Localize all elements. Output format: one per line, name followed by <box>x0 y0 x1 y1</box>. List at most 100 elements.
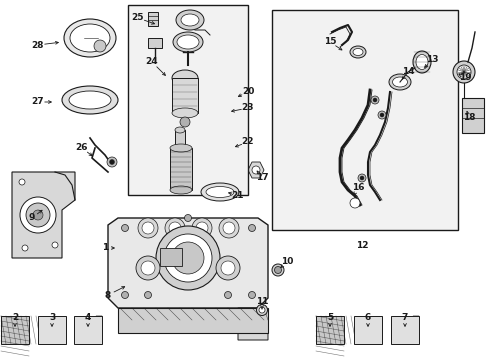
Circle shape <box>136 256 160 280</box>
Circle shape <box>359 176 363 180</box>
Circle shape <box>22 245 28 251</box>
Ellipse shape <box>181 14 199 26</box>
Text: 7: 7 <box>401 314 407 323</box>
Circle shape <box>223 222 235 234</box>
Circle shape <box>372 98 376 102</box>
Polygon shape <box>108 218 267 308</box>
Circle shape <box>248 292 255 298</box>
Ellipse shape <box>205 186 234 198</box>
Circle shape <box>109 159 114 165</box>
Circle shape <box>221 261 235 275</box>
Text: 20: 20 <box>242 87 254 96</box>
Ellipse shape <box>172 108 198 118</box>
Text: 4: 4 <box>84 314 91 323</box>
Text: 13: 13 <box>425 55 437 64</box>
Circle shape <box>52 242 58 248</box>
Polygon shape <box>337 195 371 210</box>
Circle shape <box>141 261 155 275</box>
Text: 25: 25 <box>131 13 144 22</box>
Text: 8: 8 <box>104 291 111 300</box>
Circle shape <box>20 197 56 233</box>
Bar <box>271 10 457 230</box>
Text: 11: 11 <box>255 297 268 306</box>
Ellipse shape <box>201 183 239 201</box>
Polygon shape <box>412 316 418 322</box>
Bar <box>38 316 66 344</box>
Circle shape <box>251 166 260 174</box>
Text: 9: 9 <box>29 213 35 222</box>
Circle shape <box>256 305 267 315</box>
Circle shape <box>271 264 284 276</box>
Ellipse shape <box>176 10 203 30</box>
Circle shape <box>26 203 50 227</box>
Ellipse shape <box>172 70 198 86</box>
Circle shape <box>379 113 383 117</box>
Ellipse shape <box>175 127 184 133</box>
Text: 19: 19 <box>458 73 470 82</box>
Circle shape <box>274 266 281 274</box>
Text: 17: 17 <box>255 174 268 183</box>
Bar <box>172 78 198 113</box>
Text: 18: 18 <box>462 113 474 122</box>
Bar <box>128 5 247 195</box>
Circle shape <box>142 222 154 234</box>
Circle shape <box>377 111 385 119</box>
Bar <box>461 98 483 133</box>
Polygon shape <box>247 162 264 178</box>
Ellipse shape <box>170 144 192 152</box>
Ellipse shape <box>69 91 111 109</box>
Polygon shape <box>12 172 75 258</box>
Circle shape <box>33 210 43 220</box>
Text: 14: 14 <box>401 68 413 77</box>
Circle shape <box>248 225 255 231</box>
Text: 24: 24 <box>145 58 158 67</box>
Text: 2: 2 <box>12 314 18 323</box>
Text: 15: 15 <box>323 37 336 46</box>
Bar <box>118 308 267 333</box>
Circle shape <box>138 218 158 238</box>
Ellipse shape <box>349 46 365 58</box>
Text: 28: 28 <box>32 40 44 49</box>
Ellipse shape <box>64 19 116 57</box>
Bar <box>148 12 158 26</box>
Text: 5: 5 <box>326 314 332 323</box>
Circle shape <box>169 222 181 234</box>
Ellipse shape <box>173 32 203 52</box>
Text: 22: 22 <box>241 138 254 147</box>
Circle shape <box>259 307 264 313</box>
Circle shape <box>121 292 128 298</box>
Ellipse shape <box>352 49 362 55</box>
Text: 6: 6 <box>364 314 370 323</box>
Polygon shape <box>238 308 267 340</box>
Circle shape <box>452 61 474 83</box>
Ellipse shape <box>392 77 407 87</box>
Circle shape <box>156 226 220 290</box>
Circle shape <box>121 225 128 231</box>
Bar <box>175 130 184 152</box>
Text: 23: 23 <box>241 104 254 112</box>
Bar <box>170 148 192 190</box>
Circle shape <box>180 117 190 127</box>
Text: 1: 1 <box>102 243 108 252</box>
Circle shape <box>94 40 106 52</box>
Bar <box>353 316 381 344</box>
Bar <box>315 316 343 344</box>
Circle shape <box>144 292 151 298</box>
Bar <box>148 38 162 48</box>
Circle shape <box>184 215 191 221</box>
Circle shape <box>164 218 184 238</box>
Text: 27: 27 <box>32 98 44 107</box>
Polygon shape <box>96 316 102 322</box>
Text: 12: 12 <box>355 240 367 249</box>
Bar <box>1 316 29 344</box>
Text: 26: 26 <box>76 144 88 153</box>
Ellipse shape <box>388 74 410 90</box>
Circle shape <box>357 174 365 182</box>
Text: 10: 10 <box>280 257 293 266</box>
Circle shape <box>219 218 239 238</box>
Circle shape <box>224 292 231 298</box>
Bar <box>390 316 418 344</box>
Text: 3: 3 <box>49 314 55 323</box>
Ellipse shape <box>415 54 427 69</box>
Ellipse shape <box>170 186 192 194</box>
